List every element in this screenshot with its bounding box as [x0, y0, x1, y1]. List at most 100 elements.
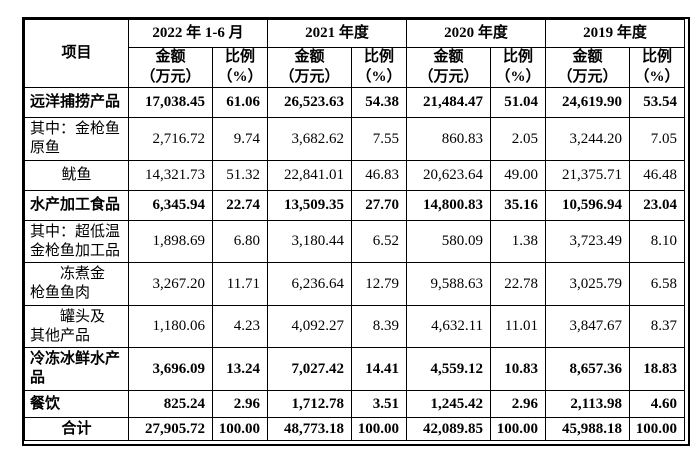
row-label: 餐饮 [24, 390, 129, 418]
amount-cell: 4,092.27 [267, 305, 352, 348]
amount-cell: 17,038.45 [128, 87, 213, 118]
amount-cell: 3,682.62 [267, 117, 352, 161]
ratio-cell: 1.38 [490, 220, 547, 263]
amount-cell: 3,723.49 [545, 220, 631, 263]
revenue-breakdown-table: 项目 2022 年 1-6 月 2021 年度 2020 年度 2019 年度 金额 … [24, 19, 686, 441]
amount-cell: 1,898.69 [128, 220, 213, 263]
header-item: 项目 [24, 19, 129, 88]
ratio-cell: 11.71 [212, 262, 268, 306]
ratio-cell: 8.39 [350, 305, 408, 348]
row-label: 其中：金枪鱼 原鱼 [24, 117, 129, 161]
table-row: 罐头及 其他产品 1,180.06 4.23 4,092.27 8.39 4,632.11… [24, 305, 686, 348]
ratio-cell: 2.05 [490, 117, 547, 161]
amount-cell: 20,623.64 [406, 160, 492, 191]
amount-cell: 26,523.63 [267, 87, 352, 118]
ratio-cell: 18.83 [629, 347, 686, 391]
ratio-cell: 3.51 [350, 390, 408, 418]
amount-cell: 3,244.20 [545, 117, 631, 161]
ratio-cell: 100.00 [212, 417, 268, 441]
ratio-cell: 8.37 [629, 305, 686, 348]
ratio-cell: 7.55 [350, 117, 408, 161]
amount-cell: 6,236.64 [267, 262, 352, 306]
table-header: 项目 2022 年 1-6 月 2021 年度 2020 年度 2019 年度 金额 … [24, 19, 686, 88]
header-year-group: 2019 年度 [545, 19, 686, 48]
ratio-cell: 2.96 [212, 390, 268, 418]
row-label: 水产加工食品 [24, 190, 129, 221]
ratio-cell: 6.80 [212, 220, 268, 263]
header-amount: 金额 （万元） [267, 47, 352, 88]
table-row: 合计 27,905.72 100.00 48,773.18 100.00 42,089.8… [24, 417, 686, 441]
table-row: 其中：金枪鱼 原鱼 2,716.72 9.74 3,682.62 7.55 860.83 2… [24, 117, 686, 161]
ratio-cell: 11.01 [490, 305, 547, 348]
amount-cell: 22,841.01 [267, 160, 352, 191]
ratio-cell: 9.74 [212, 117, 268, 161]
row-label: 其中：超低温 金枪鱼加工品 [24, 220, 129, 263]
amount-cell: 13,509.35 [267, 190, 352, 221]
amount-cell: 3,696.09 [128, 347, 213, 391]
ratio-cell: 53.54 [629, 87, 686, 118]
header-ratio: 比例 （%） [212, 47, 268, 88]
table-row: 其中：超低温 金枪鱼加工品 1,898.69 6.80 3,180.44 6.52 580… [24, 220, 686, 263]
amount-cell: 4,632.11 [406, 305, 492, 348]
amount-cell: 24,619.90 [545, 87, 631, 118]
ratio-cell: 14.41 [350, 347, 408, 391]
amount-cell: 3,847.67 [545, 305, 631, 348]
row-label: 远洋捕捞产品 [24, 87, 129, 118]
row-label: 罐头及 其他产品 [24, 305, 129, 348]
amount-cell: 1,712.78 [267, 390, 352, 418]
amount-cell: 580.09 [406, 220, 492, 263]
table-row: 远洋捕捞产品 17,038.45 61.06 26,523.63 54.38 21,484… [24, 87, 686, 118]
header-sub-row: 金额 （万元） 比例 （%） 金额 （万元） 比例 （%） 金额 （万元） 比例 （%）金… [25, 47, 686, 88]
ratio-cell: 49.00 [490, 160, 547, 191]
amount-cell: 860.83 [406, 117, 492, 161]
ratio-cell: 35.16 [490, 190, 547, 221]
header-ratio: 比例 （%） [629, 47, 686, 88]
amount-cell: 45,988.18 [545, 417, 631, 441]
amount-cell: 3,180.44 [267, 220, 352, 263]
table-frame: 项目 2022 年 1-6 月 2021 年度 2020 年度 2019 年度 金额 … [22, 17, 690, 446]
ratio-cell: 4.23 [212, 305, 268, 348]
ratio-cell: 51.32 [212, 160, 268, 191]
ratio-cell: 4.60 [629, 390, 686, 418]
ratio-cell: 13.24 [212, 347, 268, 391]
table-row: 鱿鱼 14,321.73 51.32 22,841.01 46.83 20,623.64 4… [24, 160, 686, 191]
amount-cell: 4,559.12 [406, 347, 492, 391]
ratio-cell: 46.48 [629, 160, 686, 191]
ratio-cell: 8.10 [629, 220, 686, 263]
ratio-cell: 61.06 [212, 87, 268, 118]
ratio-cell: 27.70 [350, 190, 408, 221]
amount-cell: 48,773.18 [267, 417, 352, 441]
ratio-cell: 6.52 [350, 220, 408, 263]
amount-cell: 42,089.85 [406, 417, 492, 441]
ratio-cell: 2.96 [490, 390, 547, 418]
ratio-cell: 6.58 [629, 262, 686, 306]
header-year-group: 2022 年 1-6 月 [128, 19, 268, 48]
ratio-cell: 100.00 [490, 417, 547, 441]
amount-cell: 10,596.94 [545, 190, 631, 221]
ratio-cell: 46.83 [350, 160, 408, 191]
amount-cell: 7,027.42 [267, 347, 352, 391]
ratio-cell: 22.78 [490, 262, 547, 306]
ratio-cell: 100.00 [629, 417, 686, 441]
ratio-cell: 10.83 [490, 347, 547, 391]
header-ratio: 比例 （%） [350, 47, 408, 88]
table-row: 冷冻冰鲜水产 品 3,696.09 13.24 7,027.42 14.41 4,559.… [24, 347, 686, 391]
ratio-cell: 100.00 [350, 417, 408, 441]
table-row: 水产加工食品 6,345.94 22.74 13,509.35 27.70 14,800.… [24, 190, 686, 221]
amount-cell: 2,716.72 [128, 117, 213, 161]
amount-cell: 3,025.79 [545, 262, 631, 306]
amount-cell: 3,267.20 [128, 262, 213, 306]
amount-cell: 1,180.06 [128, 305, 213, 348]
row-label: 冷冻冰鲜水产 品 [24, 347, 129, 391]
header-year-group: 2021 年度 [266, 19, 408, 48]
ratio-cell: 54.38 [350, 87, 408, 118]
header-year-row: 项目 2022 年 1-6 月 2021 年度 2020 年度 2019 年度 [24, 19, 686, 88]
row-label: 合计 [24, 417, 129, 441]
amount-cell: 825.24 [128, 390, 213, 418]
amount-cell: 21,484.47 [406, 87, 492, 118]
header-amount: 金额 （万元） [406, 47, 492, 88]
amount-cell: 2,113.98 [545, 390, 631, 418]
amount-cell: 21,375.71 [545, 160, 631, 191]
amount-cell: 9,588.63 [406, 262, 492, 306]
